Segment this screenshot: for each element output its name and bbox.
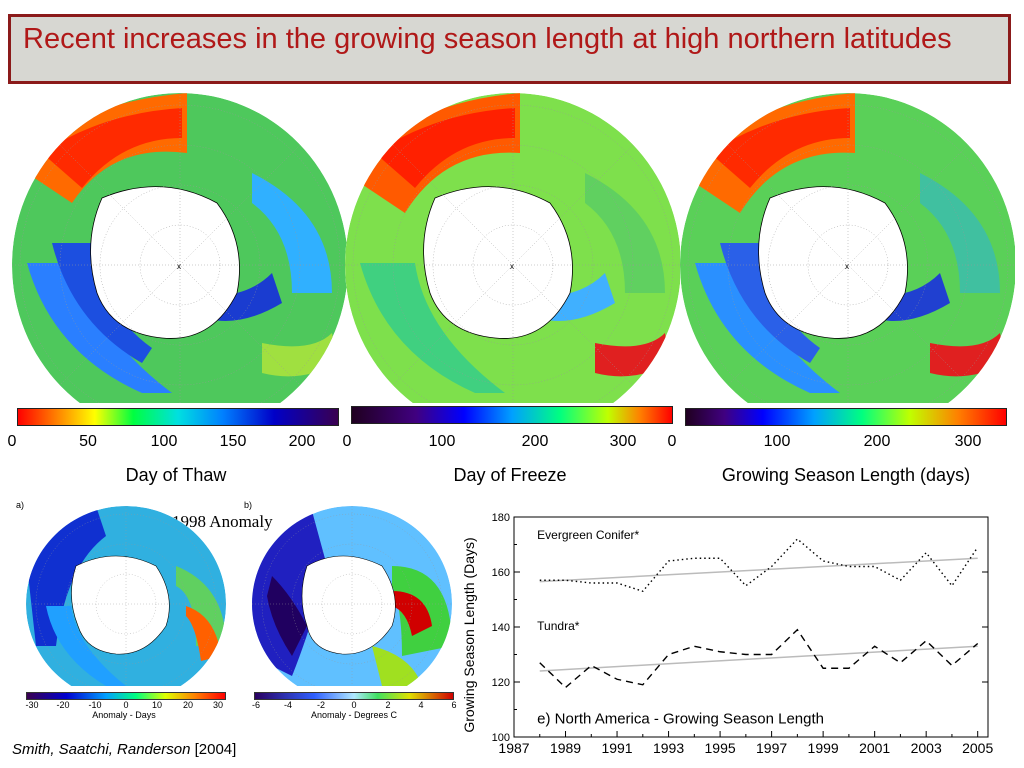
title-banner: Recent increases in the growing season l… (8, 14, 1011, 84)
x-tick-label: 1991 (601, 740, 632, 756)
colorbar-tick: 0 (342, 433, 352, 450)
anomaly-temperature-map (252, 506, 452, 686)
x-tick-label: 1997 (756, 740, 787, 756)
anomaly-b-tick: -6 (251, 700, 261, 710)
citation-authors: Smith, Saatchi, Randerson (12, 741, 191, 758)
colorbar-tick: 150 (219, 433, 247, 450)
colorbar-label-growing-season: Growing Season Length (days) (721, 465, 971, 485)
colorbar-tick: 100 (150, 433, 178, 450)
colorbar-freeze (351, 406, 673, 424)
anomaly-a-tick: 10 (151, 700, 163, 710)
colorbar-label-freeze: Day of Freeze (453, 465, 567, 485)
series-label: Tundra* (537, 619, 580, 633)
anomaly-a-tick: 30 (212, 700, 224, 710)
y-axis-label: Growing Season Length (Days) (461, 537, 477, 732)
anomaly-b-tick: 0 (351, 700, 357, 710)
citation-year: [2004] (194, 741, 237, 758)
anomaly-a-tick: 20 (182, 700, 194, 710)
x-tick-label: 1989 (550, 740, 581, 756)
anomaly-b-tick: -4 (283, 700, 293, 710)
colorbar-tick: 300 (954, 433, 982, 450)
anomaly-b-label: Anomaly - Degrees C (310, 710, 398, 720)
anomaly-title: 1998 Anomaly (172, 512, 273, 531)
x-tick-label: 1987 (498, 740, 529, 756)
colorbar-tick: 100 (763, 433, 791, 450)
series-line (539, 628, 979, 689)
citation: Smith, Saatchi, Randerson [2004] (12, 741, 236, 758)
anomaly-days-colorbar (26, 692, 226, 700)
panel-letter-b: b) (244, 500, 253, 510)
plot-frame (513, 516, 989, 738)
colorbar-tick: 0 (667, 433, 677, 450)
anomaly-a-label: Anomaly - Days (92, 710, 156, 720)
anomaly-b-tick: 2 (385, 700, 391, 710)
anomaly-a-tick: -20 (56, 700, 70, 710)
y-tick-label: 140 (492, 622, 510, 634)
growing-season-line-chart: 100 120 140 160 180 1987 1989 1991 1993 1995 1997 1… (461, 512, 993, 756)
svg-text:x: x (845, 262, 849, 271)
anomaly-b-tick: -2 (316, 700, 326, 710)
anomaly-b-tick: 4 (418, 700, 424, 710)
anomaly-temperature-colorbar (254, 692, 454, 700)
chart-title: e) North America - Growing Season Length (537, 710, 824, 727)
colorbar-thaw (17, 408, 339, 426)
colorbar-growing-season (685, 408, 1007, 426)
day-of-freeze-map: x (345, 93, 680, 403)
series-label: Evergreen Conifer* (537, 528, 639, 542)
y-tick-label: 100 (492, 732, 510, 744)
x-tick-label: 2005 (962, 740, 993, 756)
colorbar-tick: 200 (863, 433, 891, 450)
x-tick-label: 2001 (859, 740, 890, 756)
anomaly-a-tick: -30 (25, 700, 39, 710)
colorbar-tick: 50 (79, 433, 97, 450)
anomaly-a-tick: -10 (88, 700, 102, 710)
x-tick-label: 2003 (911, 740, 942, 756)
y-tick-label: 160 (492, 567, 510, 579)
day-of-thaw-map: x (12, 93, 347, 403)
y-tick-label: 180 (492, 512, 510, 524)
slide-title: Recent increases in the growing season l… (23, 23, 952, 55)
anomaly-days-map (26, 506, 226, 686)
colorbar-tick: 100 (428, 433, 456, 450)
colorbar-tick: 300 (609, 433, 637, 450)
trend-line (539, 557, 978, 583)
panel-letter-a: a) (16, 500, 25, 510)
colorbar-label-thaw: Day of Thaw (125, 465, 227, 485)
x-tick-label: 1999 (808, 740, 839, 756)
trend-line (539, 645, 978, 672)
anomaly-b-tick: 6 (451, 700, 457, 710)
y-tick-label: 120 (492, 677, 510, 689)
series-line (539, 538, 979, 593)
svg-text:x: x (510, 262, 514, 271)
anomaly-a-tick: 0 (123, 700, 129, 710)
x-tick-label: 1995 (705, 740, 736, 756)
anomaly-figure: a) b) 1998 Anomaly (12, 496, 460, 720)
colorbar-tick: 0 (7, 433, 17, 450)
x-tick-label: 1993 (653, 740, 684, 756)
colorbar-tick: 200 (521, 433, 549, 450)
growing-season-length-map: x (680, 93, 1015, 403)
svg-text:x: x (177, 262, 181, 271)
colorbar-tick: 200 (288, 433, 316, 450)
